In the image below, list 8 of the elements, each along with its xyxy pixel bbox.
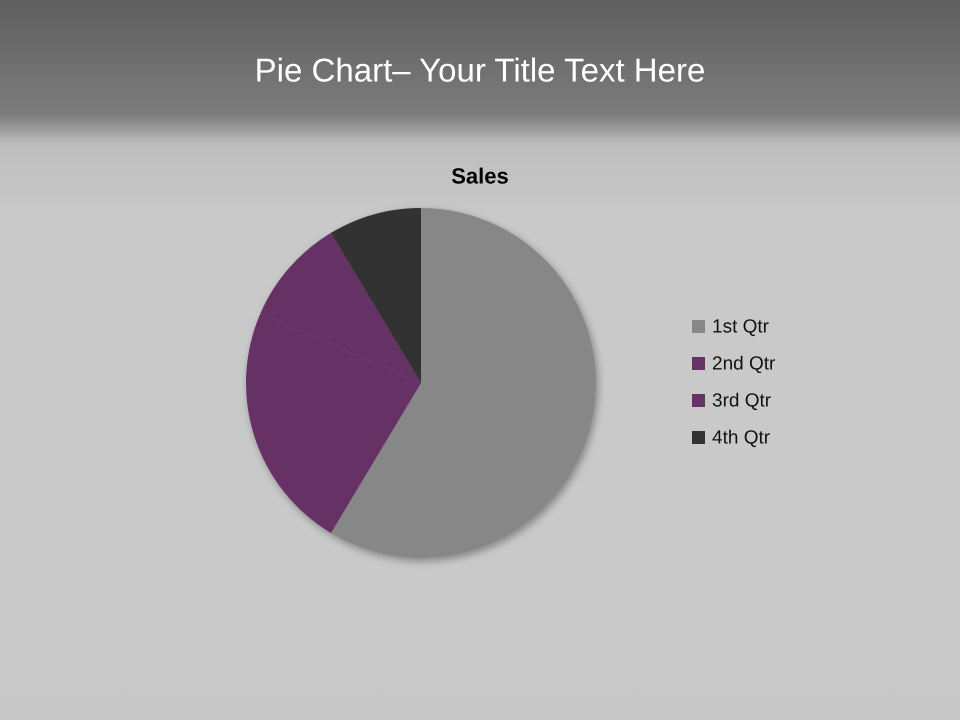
- legend-label: 4th Qtr: [712, 428, 771, 448]
- legend-label: 2nd Qtr: [712, 354, 776, 374]
- pie-slice: [330, 208, 421, 383]
- chart-title: Pie Chart– Your Title Text Here: [254, 52, 706, 88]
- legend-label: 3rd Qtr: [712, 390, 772, 412]
- chart-subtitle: Sales: [451, 164, 509, 188]
- legend-label: 1st Qtr: [712, 316, 770, 338]
- pie-slice: [330, 208, 596, 558]
